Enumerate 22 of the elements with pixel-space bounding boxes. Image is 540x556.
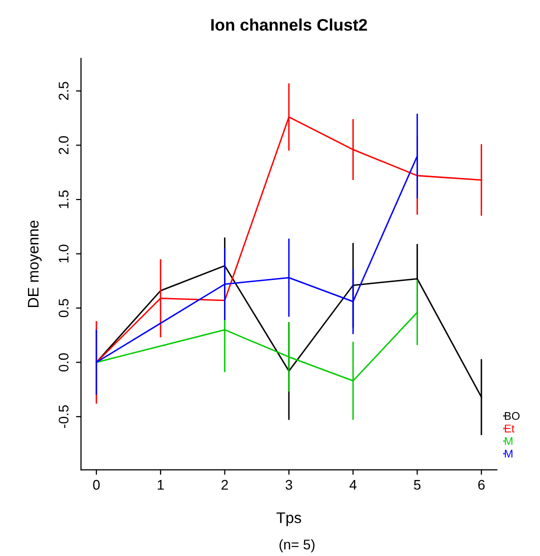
x-tick-label: 5 xyxy=(414,480,421,490)
x-tick-label: 4 xyxy=(350,480,357,490)
y-tick-label: 0.0 xyxy=(58,353,69,372)
x-tick-label: 6 xyxy=(478,480,485,490)
x-axis-title: Tps xyxy=(276,512,302,526)
y-tick-label: -0.5 xyxy=(58,405,69,428)
y-tick-label: 1.5 xyxy=(58,190,69,208)
x-tick-label: 0 xyxy=(93,480,100,490)
y-tick-label: 2.0 xyxy=(58,136,69,154)
legend-label: M xyxy=(504,437,512,445)
legend-label: Et xyxy=(504,424,514,432)
y-tick-label: 1.0 xyxy=(58,244,69,262)
x-tick-label: 1 xyxy=(158,480,164,490)
y-tick-label: 2.5 xyxy=(58,82,69,100)
legend-label: M xyxy=(504,450,512,458)
x-tick-label: 2 xyxy=(222,480,228,490)
x-tick-label: 3 xyxy=(286,480,292,490)
y-axis-title: DE moyenne xyxy=(28,220,42,308)
text: (n= 5) xyxy=(280,539,314,552)
y-tick-label: 0.5 xyxy=(58,298,69,318)
chart-title: Ion channels Clust2 xyxy=(211,18,367,31)
legend-label: BO xyxy=(504,412,520,420)
